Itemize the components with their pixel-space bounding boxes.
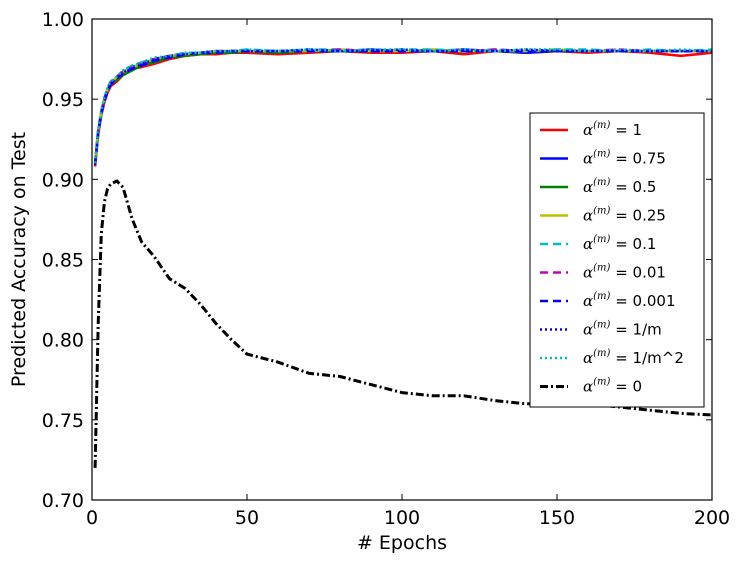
y-tick-label: 0.70 <box>42 490 84 512</box>
series-line-9 <box>93 179 713 468</box>
y-tick-label: 0.85 <box>42 250 84 272</box>
legend-label-1: α(m) = 0.75 <box>583 149 666 168</box>
legend-label-8: α(m) = 1/m^2 <box>583 348 684 367</box>
y-tick-label: 0.95 <box>42 89 84 111</box>
x-tick-label: 50 <box>235 507 259 529</box>
x-tick-label: 0 <box>86 507 98 529</box>
legend-box <box>529 112 705 408</box>
legend-label-6: α(m) = 0.001 <box>583 291 675 310</box>
legend-label-3: α(m) = 0.25 <box>583 206 666 225</box>
legend-label-0: α(m) = 1 <box>583 120 642 139</box>
legend-label-9: α(m) = 0 <box>583 377 642 396</box>
series-line-7 <box>93 48 712 164</box>
y-tick-label: 0.75 <box>42 410 84 432</box>
legend-label-5: α(m) = 0.01 <box>583 263 666 282</box>
x-tick-label: 150 <box>539 507 575 529</box>
y-tick-label: 0.80 <box>42 330 84 352</box>
legend: α(m) = 1 α(m) = 0.75 α(m) = 0.5 α(m) = 0.25… <box>529 112 705 408</box>
legend-label-4: α(m) = 0.1 <box>583 234 656 253</box>
series-line-8 <box>93 48 713 164</box>
ticks-layer: 0 50 100 150 200 0.70 0.75 0.80 0.85 0.90 0.95 1.00 <box>42 9 730 529</box>
x-axis-label: # Epochs <box>357 532 447 554</box>
y-tick-label: 0.90 <box>42 169 84 191</box>
series-line-6 <box>93 49 712 166</box>
x-tick-label: 200 <box>694 507 730 529</box>
y-axis-label: Predicted Accuracy on Test <box>8 132 30 387</box>
series-layer <box>93 48 713 468</box>
legend-label-2: α(m) = 0.5 <box>583 177 656 196</box>
x-tick-label: 100 <box>384 507 420 529</box>
legend-label-7: α(m) = 1/m <box>583 320 662 339</box>
y-tick-label: 1.00 <box>42 9 84 31</box>
